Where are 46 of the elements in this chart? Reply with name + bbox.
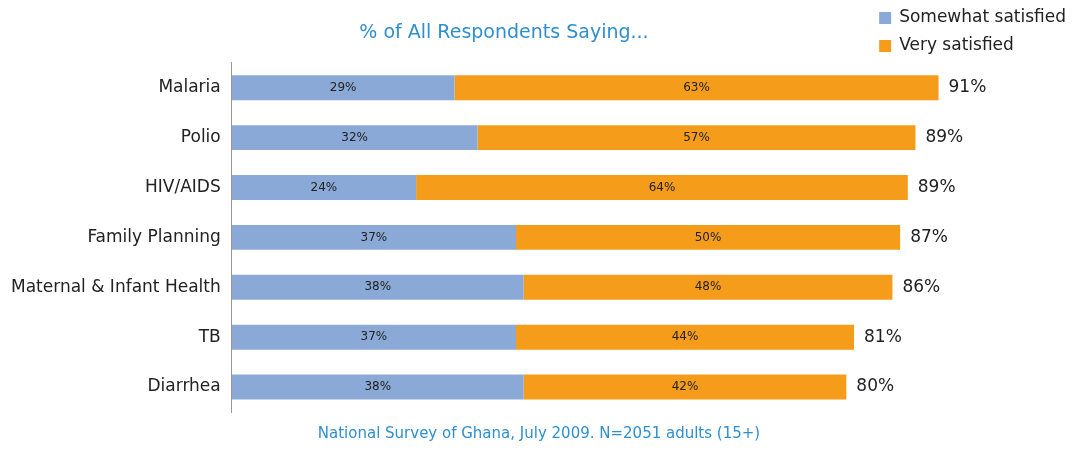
data-label: 38% (364, 279, 392, 294)
legend-label: Very satisfied (899, 34, 1014, 55)
y-tick-label: HIV/AIDS (145, 175, 221, 196)
y-tick-label: Family Planning (87, 225, 221, 246)
total-label: 86% (902, 275, 941, 296)
bar (231, 374, 524, 400)
bar (231, 125, 478, 151)
y-tick-label: Polio (180, 126, 221, 147)
total-label: 91% (948, 76, 987, 97)
bar (231, 175, 417, 200)
data-label: 50% (694, 229, 722, 244)
y-tick-label: Malaria (158, 76, 221, 97)
data-label: 37% (360, 329, 388, 344)
data-label: 29% (329, 79, 357, 94)
data-label: 64% (648, 179, 676, 194)
total-label: 89% (925, 126, 964, 147)
data-label: 32% (341, 129, 368, 144)
total-label: 81% (864, 325, 902, 346)
data-label: 38% (364, 379, 392, 394)
chart-title: % of All Respondents Saying... (359, 20, 649, 43)
y-tick-label: Maternal & Infant Health (10, 275, 221, 296)
bar (523, 274, 893, 300)
data-label: 37% (360, 229, 388, 244)
bar (515, 324, 855, 350)
bar (523, 374, 847, 400)
total-label: 87% (910, 225, 948, 246)
data-label: 57% (683, 129, 710, 144)
data-label: 44% (671, 329, 699, 344)
bar (231, 274, 524, 300)
total-label: 80% (856, 375, 895, 396)
y-tick-label: TB (197, 325, 221, 346)
text: National Survey of Ghana, July 2009. N=2051 adults (15+) (317, 424, 761, 443)
bar (416, 175, 908, 200)
legend-label: Somewhat satisfied (899, 6, 1067, 27)
bar (231, 75, 455, 101)
bar (231, 224, 516, 250)
bar (477, 125, 916, 151)
data-label: 63% (683, 79, 710, 94)
data-label: 48% (694, 279, 722, 294)
bar (231, 324, 516, 350)
data-label: 42% (671, 379, 699, 394)
bar (515, 224, 901, 250)
bar (454, 75, 939, 101)
total-label: 89% (917, 175, 956, 196)
y-tick-label: Diarrhea (147, 375, 221, 396)
data-label: 24% (310, 179, 338, 194)
